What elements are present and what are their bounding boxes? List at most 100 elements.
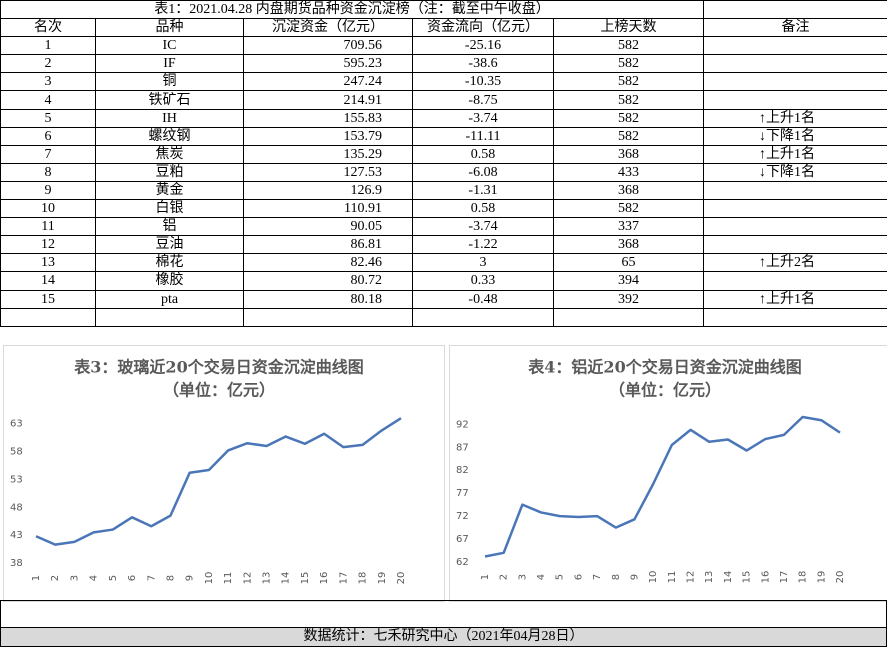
cell: 3 <box>0 72 96 92</box>
header-cell: 名次 <box>0 18 96 38</box>
cell <box>703 217 887 237</box>
x-tick-label: 12 <box>686 571 697 584</box>
x-tick-label: 17 <box>338 572 349 585</box>
chart-title: 表3：玻璃近20个交易日资金沉淀曲线图 <box>73 358 363 377</box>
cell <box>703 271 887 291</box>
x-tick-label: 1 <box>31 575 42 581</box>
x-tick-label: 15 <box>742 571 753 584</box>
y-tick-label: 63 <box>10 419 23 430</box>
y-tick-label: 67 <box>456 534 469 545</box>
cell: 3 <box>412 253 554 273</box>
data-row: 15 pta 80.18 -0.48 392 ↑上升1名 <box>0 289 887 309</box>
cell: -25.16 <box>412 36 554 56</box>
cell <box>0 307 96 327</box>
cell <box>703 199 887 219</box>
cell: 433 <box>552 162 705 182</box>
data-row: 8 豆粕 127.53 -6.08 433 ↓下降1名 <box>0 162 887 182</box>
cell: 86.81 <box>243 235 413 255</box>
data-row: 4 铁矿石 214.91 -8.75 582 <box>0 90 887 110</box>
cell: 582 <box>552 90 705 110</box>
y-tick-label: 58 <box>10 447 23 458</box>
cell: 0.33 <box>412 271 554 291</box>
cell: 135.29 <box>243 144 413 164</box>
data-row: 1 IC 709.56 -25.16 582 <box>0 36 887 56</box>
x-tick-label: 14 <box>723 571 734 584</box>
cell: 棉花 <box>95 253 244 273</box>
data-row: 12 豆油 86.81 -1.22 368 <box>0 235 887 255</box>
x-tick-label: 13 <box>704 571 715 584</box>
cell: 10 <box>0 199 96 219</box>
x-tick-label: 1 <box>480 574 491 580</box>
cell: ↑上升1名 <box>703 289 887 309</box>
x-tick-label: 5 <box>555 574 566 580</box>
data-row: 6 螺纹钢 153.79 -11.11 582 ↓下降1名 <box>0 126 887 146</box>
x-tick-label: 6 <box>573 574 584 580</box>
cell: 15 <box>0 289 96 309</box>
cell <box>243 307 413 327</box>
cell: 豆油 <box>95 235 244 255</box>
x-tick-label: 19 <box>377 572 388 585</box>
cell <box>703 235 887 255</box>
cell: 2 <box>0 54 96 74</box>
cell <box>703 54 887 74</box>
x-tick-label: 9 <box>629 574 640 580</box>
x-tick-label: 17 <box>779 571 790 584</box>
data-row: 13 棉花 82.46 3 65 ↑上升2名 <box>0 253 887 273</box>
cell: 6 <box>0 126 96 146</box>
x-tick-label: 11 <box>223 572 234 585</box>
cell: 铁矿石 <box>95 90 244 110</box>
cell: 368 <box>552 144 705 164</box>
cell: -3.74 <box>412 217 554 237</box>
data-row: 2 IF 595.23 -38.6 582 <box>0 54 887 74</box>
cell: 0.58 <box>412 199 554 219</box>
x-tick-label: 12 <box>242 572 253 585</box>
cell: 337 <box>552 217 705 237</box>
cell: 214.91 <box>243 90 413 110</box>
y-tick-label: 92 <box>456 419 469 430</box>
x-tick-label: 6 <box>127 575 138 581</box>
cell: 4 <box>0 90 96 110</box>
cell: 153.79 <box>243 126 413 146</box>
chart-panel: 表4：铝近20个交易日资金沉淀曲线图 （单位：亿元） 62 67 72 77 82 87 92 1… <box>449 345 887 602</box>
x-tick-label: 20 <box>396 572 407 585</box>
table-title: 表1：2021.04.28 内盘期货品种资金沉淀榜（注：截至中午收盘） <box>0 0 705 20</box>
x-tick-label: 8 <box>611 574 622 580</box>
cell <box>703 180 887 201</box>
cell: -38.6 <box>412 54 554 74</box>
cell: 1 <box>0 36 96 56</box>
blank-row <box>0 600 887 628</box>
cell: 392 <box>552 289 705 309</box>
cell: 595.23 <box>243 54 413 74</box>
x-tick-label: 5 <box>108 575 119 581</box>
cell: 橡胶 <box>95 271 244 291</box>
cell: ↓下降1名 <box>703 126 887 146</box>
cell: 白银 <box>95 199 244 219</box>
cell: -11.11 <box>412 126 554 146</box>
x-tick-label: 20 <box>835 571 846 584</box>
data-row: 9 黄金 126.9 -1.31 368 <box>0 180 887 201</box>
cell <box>412 307 554 327</box>
cell: 368 <box>552 235 705 255</box>
cell: pta <box>95 289 244 309</box>
cell <box>703 36 887 56</box>
cell: 豆粕 <box>95 162 244 182</box>
y-tick-label: 77 <box>456 488 469 499</box>
cell: 709.56 <box>243 36 413 56</box>
cell: 582 <box>552 126 705 146</box>
x-tick-label: 18 <box>798 571 809 584</box>
x-tick-label: 3 <box>517 574 528 580</box>
cell: 65 <box>552 253 705 273</box>
x-tick-label: 16 <box>319 572 330 585</box>
header-cell: 沉淀资金（亿元） <box>243 18 413 38</box>
x-tick-label: 15 <box>300 572 311 585</box>
line-series <box>484 415 841 558</box>
y-tick-label: 38 <box>10 558 23 569</box>
chart: 表4：铝近20个交易日资金沉淀曲线图（单位：亿元）626772778287921… <box>456 358 846 584</box>
cell: -1.31 <box>412 180 554 201</box>
cell: 铝 <box>95 217 244 237</box>
data-row: 14 橡胶 80.72 0.33 394 <box>0 271 887 291</box>
cell: 155.83 <box>243 108 413 128</box>
cell: 110.91 <box>243 199 413 219</box>
